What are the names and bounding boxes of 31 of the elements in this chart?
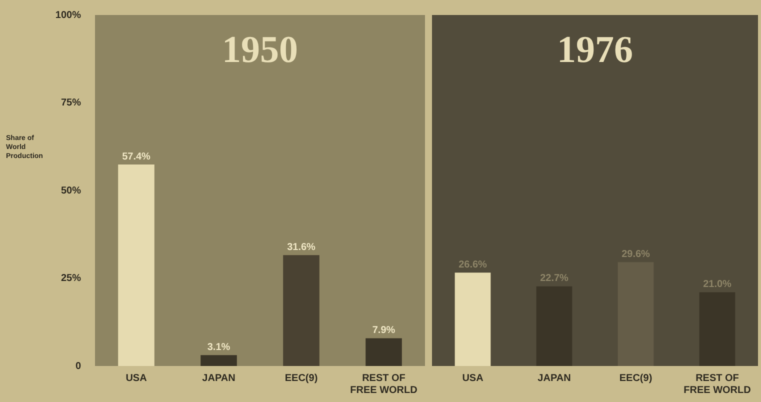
x-tick-label: EEC(9)	[619, 372, 652, 384]
y-tick-label: 100%	[55, 10, 82, 21]
x-tick-label: JAPAN	[538, 372, 571, 384]
chart-title: 1976	[557, 28, 633, 71]
data-label: 21.0%	[703, 279, 732, 290]
x-tick-label: USA	[462, 372, 484, 384]
bar	[454, 272, 491, 366]
y-tick-label: 0	[75, 360, 82, 372]
bar	[536, 286, 572, 366]
bar	[618, 262, 654, 366]
data-label: 3.1%	[207, 342, 230, 353]
x-tick-label: REST OF FREE WORLD	[684, 372, 751, 396]
bar	[366, 338, 402, 366]
data-label: 29.6%	[622, 248, 650, 260]
x-tick-label: REST OF FREE WORLD	[350, 372, 418, 396]
x-tick-label: USA	[126, 372, 147, 384]
data-label: 31.6%	[287, 242, 316, 253]
data-label: 22.7%	[540, 273, 569, 284]
bar	[118, 164, 154, 366]
y-tick-label: 25%	[60, 273, 82, 284]
data-label: 57.4%	[122, 151, 151, 162]
y-tick-label: 75%	[60, 98, 82, 108]
chart-title: 1950	[222, 28, 298, 71]
y-tick-label: 50%	[60, 185, 82, 196]
bar	[283, 255, 320, 366]
x-tick-label: JAPAN	[202, 372, 236, 384]
data-label: 26.6%	[458, 259, 488, 270]
bar	[699, 292, 736, 366]
bar	[200, 355, 237, 366]
x-tick-label: EEC(9)	[284, 372, 318, 384]
data-label: 7.9%	[372, 325, 396, 336]
